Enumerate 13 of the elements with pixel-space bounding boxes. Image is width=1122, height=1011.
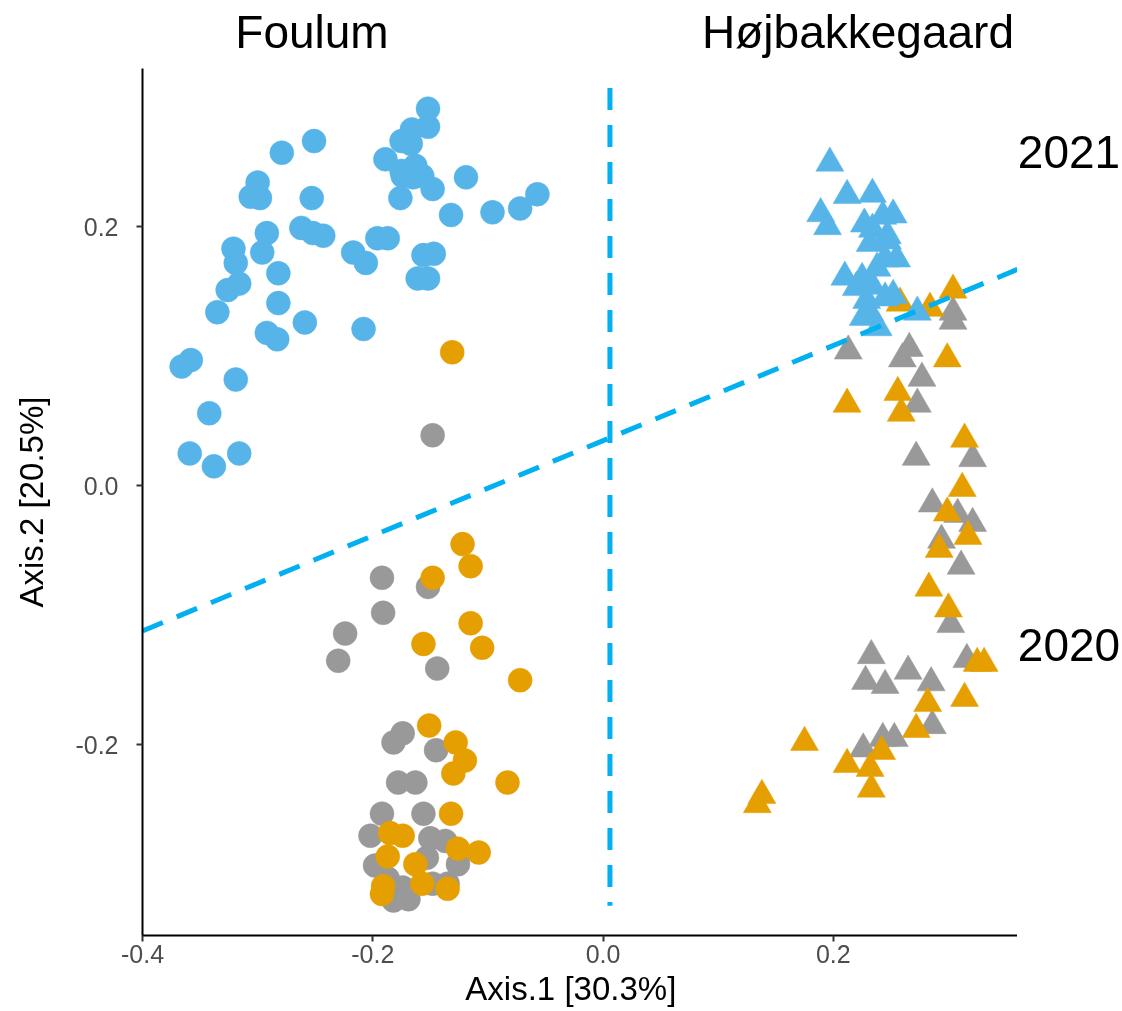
annotation: 2021 bbox=[1017, 126, 1121, 178]
x-tick-label: -0.2 bbox=[351, 939, 395, 968]
text: Højbakkegaard bbox=[702, 6, 1014, 58]
text: Foulum bbox=[235, 6, 389, 58]
x-tick-label: 0.0 bbox=[585, 939, 621, 968]
y-tick-label: -0.2 bbox=[75, 730, 119, 759]
annotation: 2020 bbox=[1017, 619, 1121, 671]
y-tick-label: 0.0 bbox=[83, 471, 119, 500]
y-axis-title: Axis.2 [20.5%] bbox=[13, 396, 51, 608]
x-tick-label: 0.2 bbox=[815, 939, 851, 968]
y-tick-label: 0.2 bbox=[83, 212, 119, 241]
x-tick-label: -0.4 bbox=[120, 939, 165, 968]
x-axis-title: Axis.1 [30.3%] bbox=[465, 969, 677, 1007]
